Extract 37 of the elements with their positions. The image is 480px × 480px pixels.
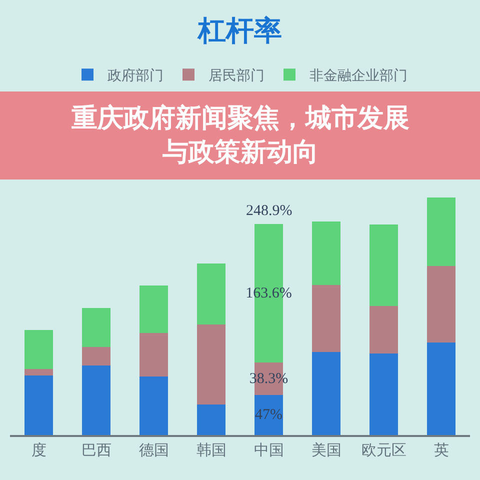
x-tick-label: 巴西 <box>81 442 112 459</box>
x-tick-label: 韩国 <box>196 442 226 459</box>
bar <box>82 308 111 347</box>
x-tick-label: 英 <box>434 442 449 459</box>
chart-title: 杠杆率 <box>197 14 282 47</box>
data-label: 47% <box>255 407 283 424</box>
bar <box>312 352 341 435</box>
bar <box>139 376 168 435</box>
bar <box>139 333 168 376</box>
bar <box>312 284 341 352</box>
bar <box>196 404 226 435</box>
legend-label: 非金融企业部门 <box>310 68 408 84</box>
bar <box>82 346 111 366</box>
x-tick-label: 度 <box>31 442 46 459</box>
bar <box>139 286 168 334</box>
bar <box>369 354 398 435</box>
bar <box>369 306 398 354</box>
bar <box>24 376 54 435</box>
bar <box>82 365 111 435</box>
legend-label: 政府部门 <box>108 68 164 84</box>
bar <box>254 395 284 435</box>
legend-label: 居民部门 <box>208 68 264 84</box>
bar <box>196 264 226 325</box>
x-tick-label: 美国 <box>311 442 342 459</box>
bar <box>426 198 456 266</box>
x-tick-label: 德国 <box>138 442 169 459</box>
x-tick-label: 中国 <box>254 442 284 459</box>
bar <box>426 266 456 343</box>
bar <box>24 368 54 376</box>
bar <box>312 221 341 285</box>
text: 重庆政府新闻聚焦，城市发展与政策新动向 <box>70 104 410 168</box>
x-tick-label: 欧元区 <box>361 442 406 459</box>
total-label: 248.9% <box>246 203 292 219</box>
bar <box>426 342 456 435</box>
bar <box>369 224 398 306</box>
bar <box>196 324 226 404</box>
bar <box>24 330 54 369</box>
